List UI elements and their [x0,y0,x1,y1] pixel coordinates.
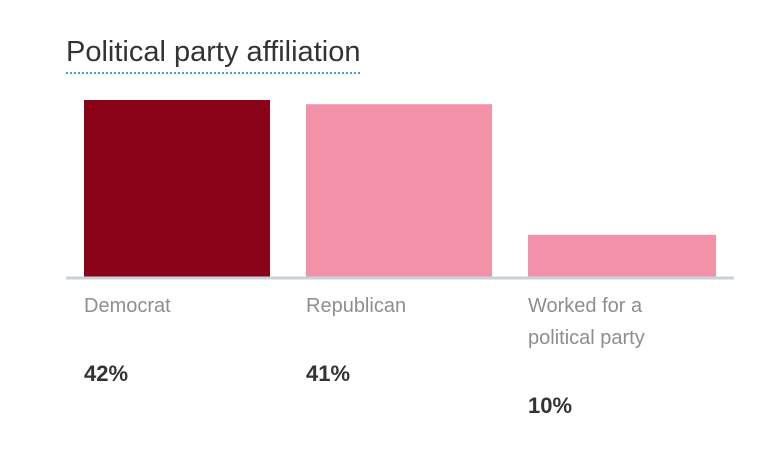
value-label-1: 42% [84,361,129,386]
category-label-1: Democrat [84,290,284,322]
category-label-line: Republican [306,295,407,317]
value-label-2: 41% [306,361,351,386]
bar-1 [84,100,270,277]
bar-2 [306,104,492,277]
category-label-line: political party [528,327,645,349]
bar-3 [528,234,716,277]
value-label-3: 10% [528,393,573,418]
category-label-2: Republican [306,290,506,322]
chart-title: Political party affiliation [66,34,361,74]
category-label-line: Democrat [84,295,171,317]
category-label-3: Worked for a political party [528,290,728,354]
category-label-line: Worked for a [528,295,643,317]
bars-group [84,100,716,277]
